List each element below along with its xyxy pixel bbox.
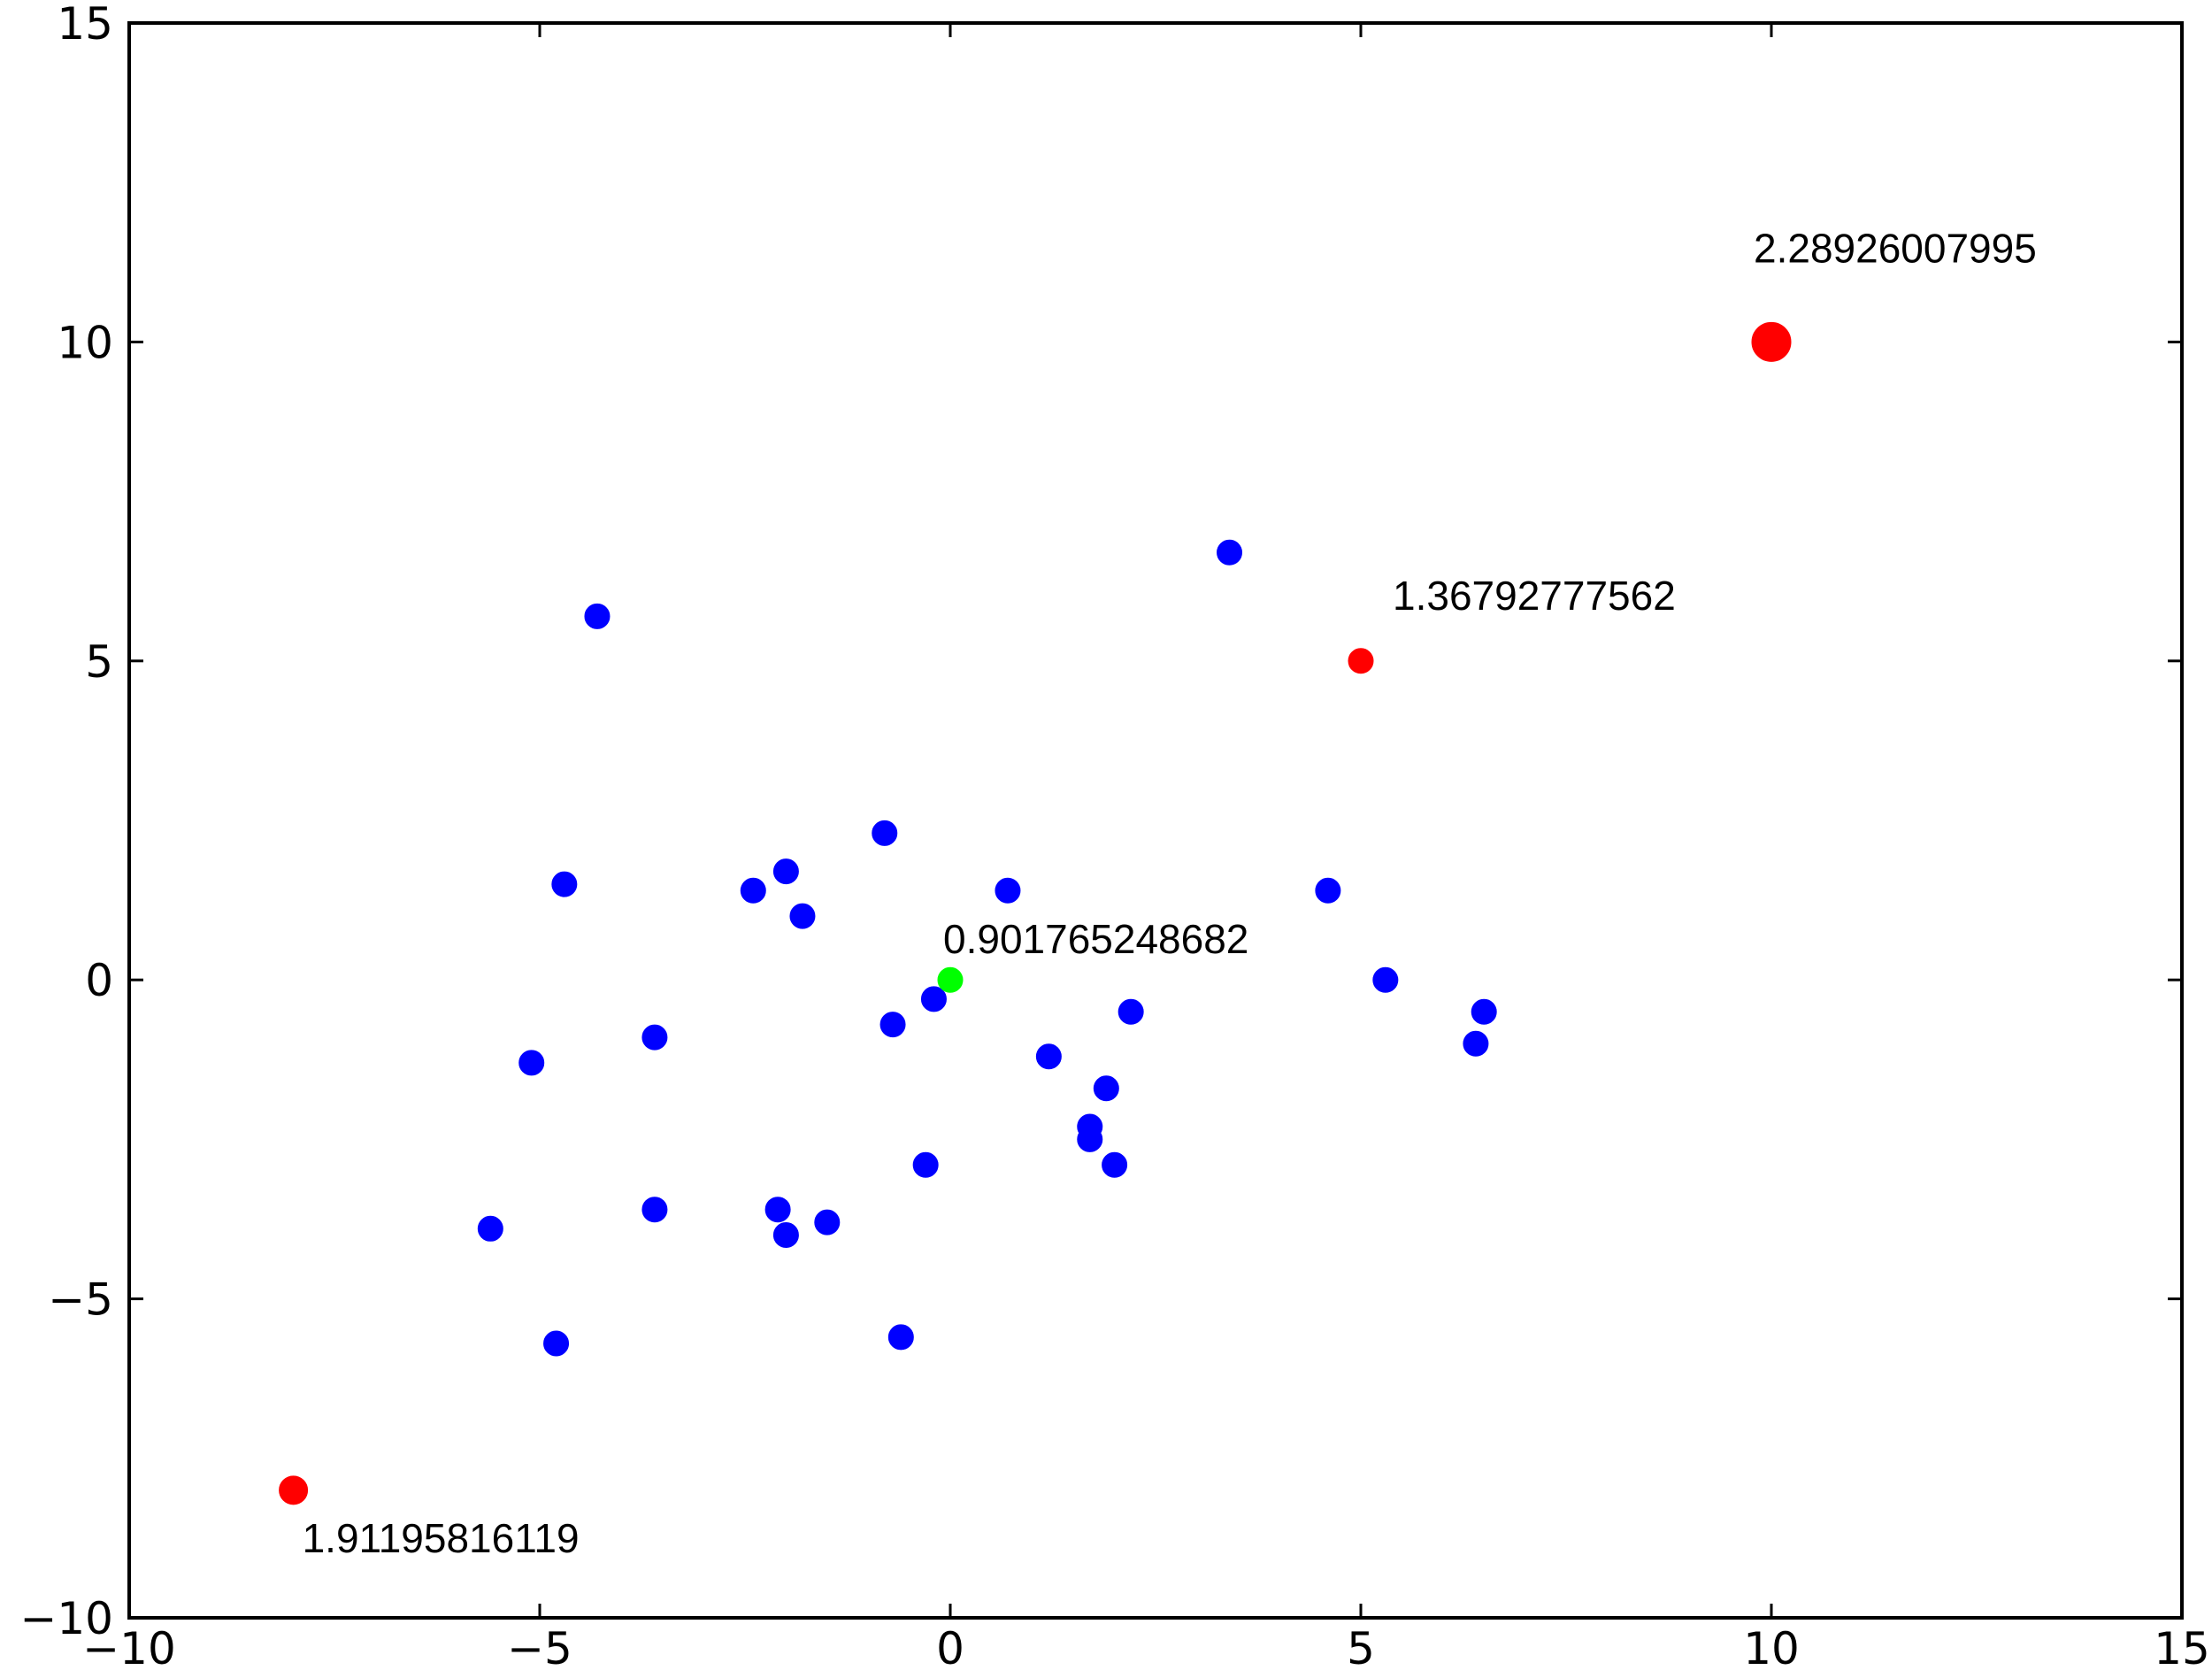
x-tick-label: 5 xyxy=(1347,1623,1375,1674)
blue-data-point xyxy=(1077,1126,1103,1152)
y-tick-label: −10 xyxy=(19,1593,113,1644)
data-points xyxy=(279,321,1792,1505)
blue-data-point xyxy=(995,877,1021,904)
point-annotation-label: 0.901765248682 xyxy=(943,916,1248,962)
blue-data-point xyxy=(887,1324,914,1351)
blue-data-point xyxy=(772,858,799,885)
blue-data-point xyxy=(1035,1043,1062,1070)
blue-data-point xyxy=(1463,1030,1489,1057)
blue-data-point xyxy=(740,877,766,904)
blue-data-point xyxy=(764,1197,791,1223)
blue-data-point xyxy=(477,1215,503,1242)
x-tick-label: −5 xyxy=(507,1623,572,1674)
point-annotation-label: 2.28926007995 xyxy=(1754,225,2037,271)
blue-data-point xyxy=(641,1197,668,1223)
plot-area-frame xyxy=(127,21,2184,1620)
blue-data-point xyxy=(912,1151,939,1178)
blue-data-point xyxy=(641,1024,668,1051)
blue-data-point xyxy=(1118,998,1144,1025)
red-data-point xyxy=(1348,648,1374,674)
blue-data-point xyxy=(518,1050,545,1076)
blue-data-point xyxy=(1102,1151,1128,1178)
blue-data-point xyxy=(872,820,898,846)
x-tick-label: 15 xyxy=(2154,1623,2210,1674)
red-data-point xyxy=(1751,321,1792,362)
blue-data-point xyxy=(1093,1075,1119,1102)
y-tick-label: 15 xyxy=(57,0,113,50)
x-tick-label: 0 xyxy=(936,1623,964,1674)
blue-data-point xyxy=(1372,966,1399,993)
y-tick-label: 5 xyxy=(85,636,113,688)
blue-data-point xyxy=(1315,877,1341,904)
point-annotation-label: 1.91195816119 xyxy=(303,1515,580,1561)
red-data-point xyxy=(279,1475,309,1505)
blue-data-point xyxy=(543,1330,570,1357)
point-annotation-label: 1.36792777562 xyxy=(1393,573,1676,619)
point-annotations: 0.901765248682 1.91195816119 1.36792777562… xyxy=(303,225,2037,1560)
blue-data-point xyxy=(584,603,611,629)
tick-labels: −10 −5 0 5 10 15 −10 −5 0 5 10 15 xyxy=(19,0,2209,1674)
blue-data-point xyxy=(789,903,816,929)
y-tick-label: −5 xyxy=(48,1274,113,1326)
x-tick-label: 10 xyxy=(1743,1623,1800,1674)
y-tick-label: 0 xyxy=(85,955,113,1006)
x-tick-label: −10 xyxy=(82,1623,176,1674)
blue-data-point xyxy=(920,986,947,1012)
blue-data-point xyxy=(1471,998,1497,1025)
green-data-point xyxy=(937,966,964,993)
y-tick-label: 10 xyxy=(57,317,113,368)
blue-data-point xyxy=(551,871,578,897)
blue-data-point xyxy=(814,1209,841,1235)
blue-data-point xyxy=(1217,539,1243,566)
blue-data-point xyxy=(879,1012,906,1038)
blue-data-point xyxy=(772,1222,799,1249)
